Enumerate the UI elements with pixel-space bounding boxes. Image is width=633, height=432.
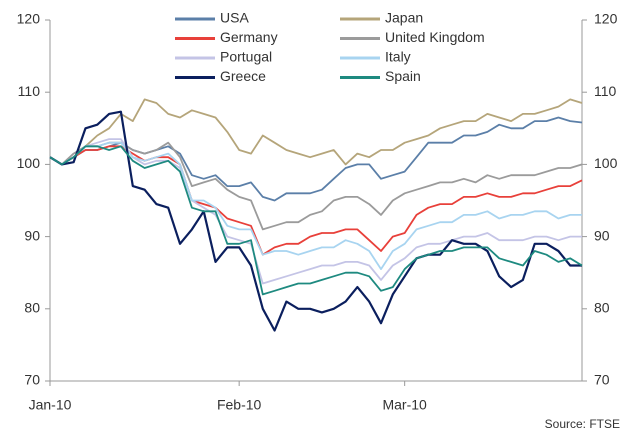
x-tick-label: Feb-10 xyxy=(217,397,262,413)
series-line xyxy=(49,116,583,202)
series-line xyxy=(49,110,582,332)
y2-tick-label: 90 xyxy=(594,227,610,243)
series-line xyxy=(49,145,583,256)
y2-tick-label: 100 xyxy=(594,155,618,171)
legend-label: Spain xyxy=(385,68,421,84)
y-tick-label: 80 xyxy=(24,300,40,316)
y-tick-label: 120 xyxy=(17,11,41,27)
legend-label: Portugal xyxy=(220,49,272,65)
series-line xyxy=(49,138,582,285)
legend-label: Greece xyxy=(220,68,266,84)
series-line xyxy=(49,141,582,270)
legend-label: USA xyxy=(220,10,249,26)
series-line xyxy=(49,98,583,166)
y-tick-label: 100 xyxy=(17,155,41,171)
y2-tick-label: 120 xyxy=(594,11,618,27)
y2-tick-label: 110 xyxy=(594,83,617,99)
legend-label: United Kingdom xyxy=(385,29,485,45)
x-tick-label: Mar-10 xyxy=(382,397,427,413)
legend-label: Italy xyxy=(385,49,411,65)
y2-tick-label: 80 xyxy=(594,300,610,316)
y-tick-label: 70 xyxy=(24,372,40,388)
y-tick-label: 110 xyxy=(18,83,41,99)
legend-label: Japan xyxy=(385,10,423,26)
x-tick-label: Jan-10 xyxy=(29,397,72,413)
y-tick-label: 90 xyxy=(24,227,40,243)
y2-tick-label: 70 xyxy=(594,372,610,388)
series-line xyxy=(49,141,583,231)
legend-label: Germany xyxy=(220,29,278,45)
series-line xyxy=(49,145,583,296)
source: Source: FTSE xyxy=(545,417,620,431)
